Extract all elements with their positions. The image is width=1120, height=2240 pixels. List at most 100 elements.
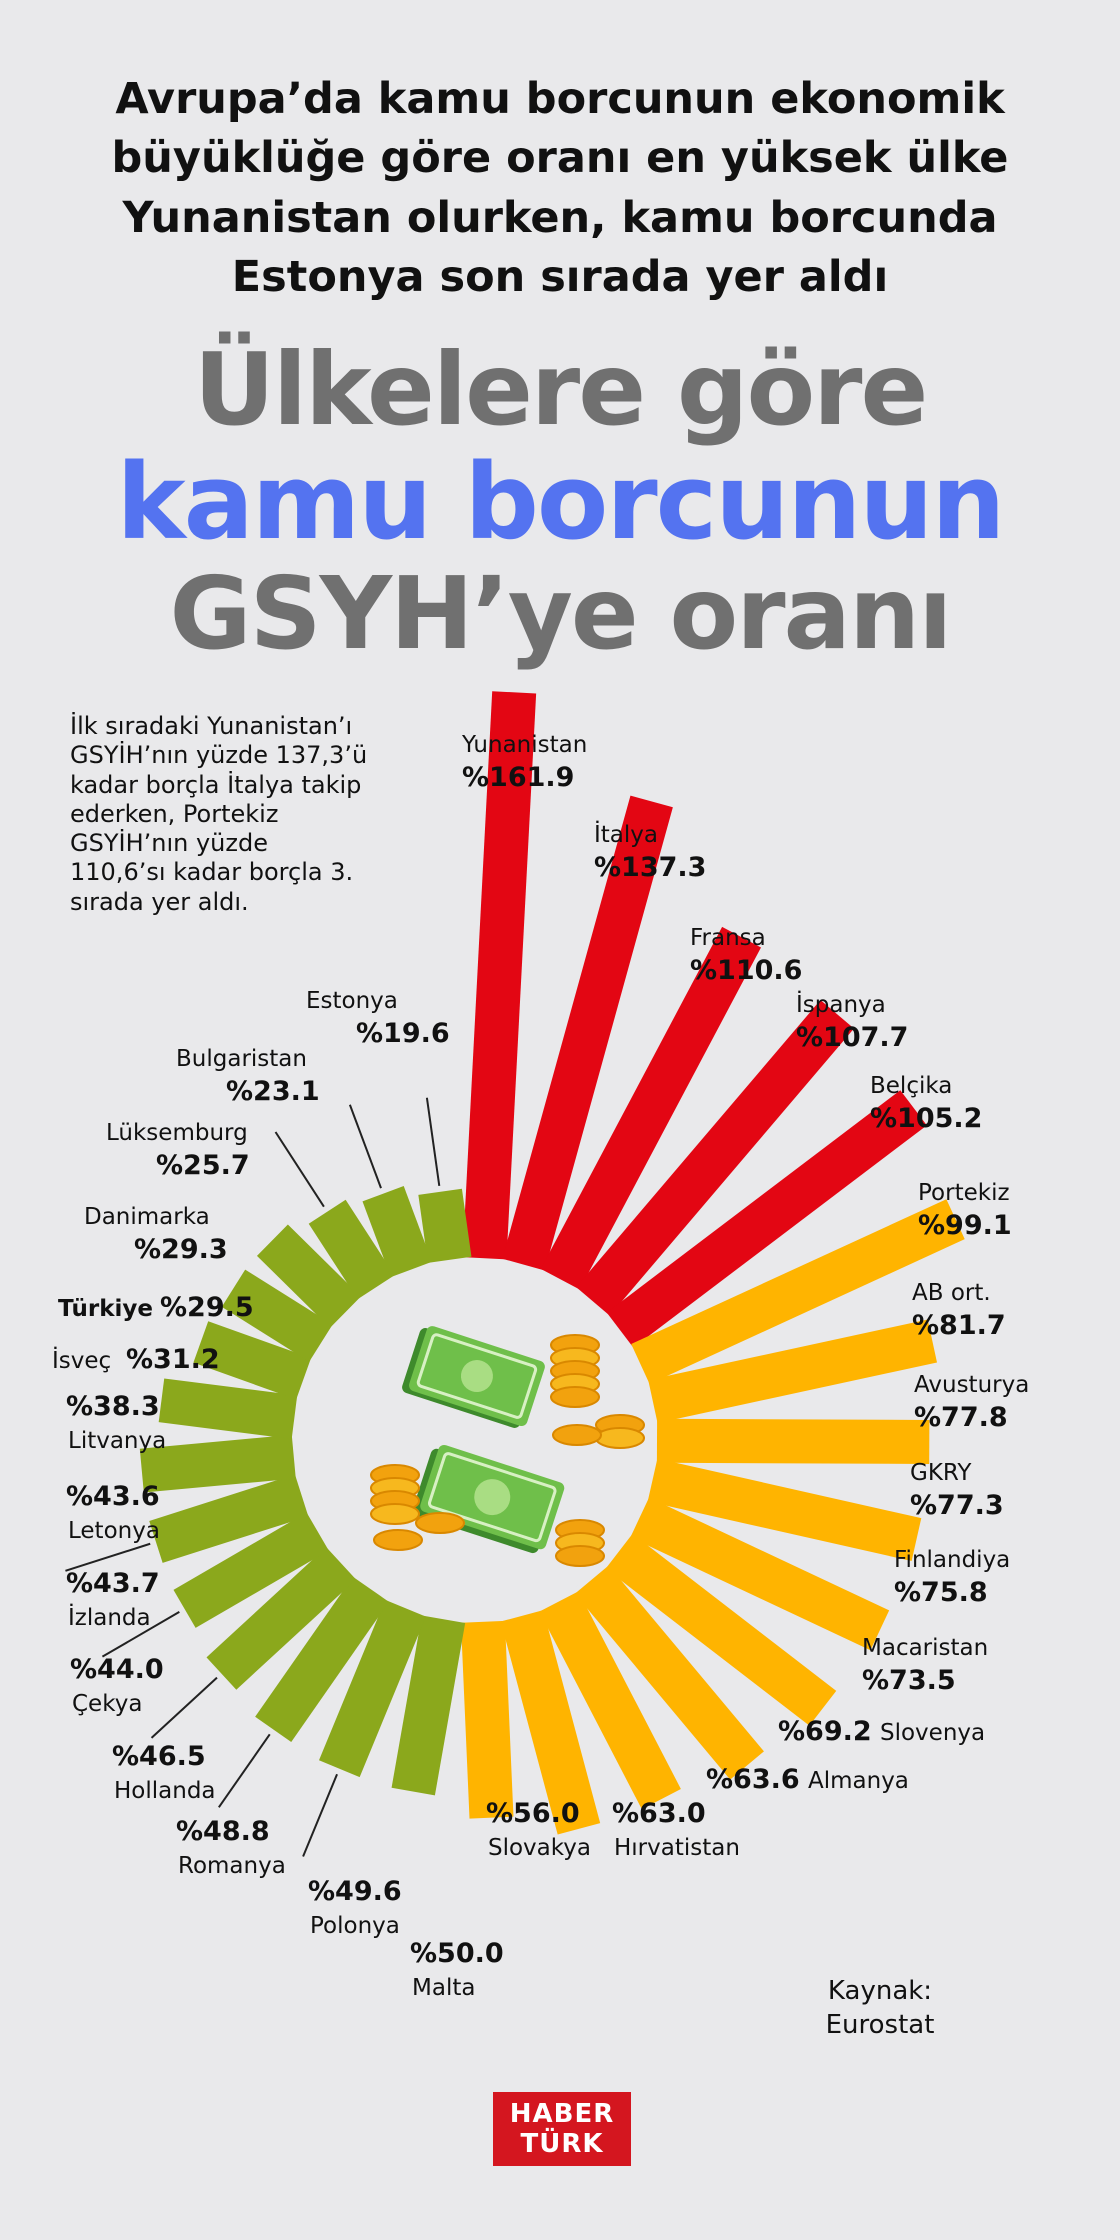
category-label-23: İsveç xyxy=(52,1346,111,1374)
gold-coins-icon xyxy=(370,1334,645,1567)
coin xyxy=(415,1512,465,1534)
bar-14 xyxy=(460,1620,514,1819)
category-label-21: Letonya xyxy=(68,1518,160,1544)
bar-7 xyxy=(656,1418,930,1464)
value-label-25: %29.3 xyxy=(134,1234,228,1265)
category-label-27: Bulgaristan xyxy=(176,1046,307,1072)
category-label-16: Polonya xyxy=(310,1913,400,1939)
source-label: Kaynak: xyxy=(827,1976,933,2006)
value-label-17: %48.8 xyxy=(176,1816,270,1847)
value-label-24: %29.5 xyxy=(160,1292,254,1323)
category-label-5: Portekiz xyxy=(918,1180,1010,1206)
leader-line-17 xyxy=(218,1733,271,1808)
headline: Avrupa’da kamu borcunun ekonomik büyüklü… xyxy=(111,74,1009,302)
bar-21 xyxy=(139,1434,296,1493)
category-label-0: Yunanistan xyxy=(461,732,587,758)
category-label-18: Hollanda xyxy=(114,1778,216,1804)
value-label-6: %81.7 xyxy=(912,1310,1006,1341)
category-label-15: Malta xyxy=(412,1975,475,2001)
bar-25 xyxy=(256,1224,361,1328)
value-label-19: %44.0 xyxy=(70,1654,164,1685)
bar-1 xyxy=(502,795,673,1271)
leader-line-18 xyxy=(150,1676,218,1739)
category-label-8: GKRY xyxy=(910,1460,972,1486)
source-note: Kaynak: Eurostat xyxy=(800,1975,960,2043)
value-label-2: %110.6 xyxy=(690,955,802,986)
category-label-25: Danimarka xyxy=(84,1204,210,1230)
logo-line-1: HABER xyxy=(509,2099,615,2129)
category-label-19: Çekya xyxy=(72,1691,142,1717)
value-label-10: %73.5 xyxy=(862,1665,956,1696)
leader-line-26 xyxy=(274,1131,325,1208)
value-label-26: %25.7 xyxy=(156,1150,250,1181)
category-label-6: AB ort. xyxy=(912,1280,991,1306)
leader-line-16 xyxy=(302,1773,338,1857)
category-label-7: Avusturya xyxy=(914,1372,1029,1398)
value-label-4: %105.2 xyxy=(870,1103,982,1134)
bar-11 xyxy=(574,1565,764,1780)
bar-16 xyxy=(318,1599,426,1778)
coin xyxy=(595,1427,645,1449)
category-label-2: Fransa xyxy=(690,925,766,951)
bar-12 xyxy=(539,1591,681,1810)
title-line-1: Ülkelere göre xyxy=(193,331,929,448)
bar-17 xyxy=(255,1576,389,1742)
category-label-4: Belçika xyxy=(870,1073,952,1099)
bar-4 xyxy=(606,1090,927,1348)
value-label-21: %43.6 xyxy=(66,1481,160,1512)
bar-8 xyxy=(647,1458,922,1562)
bar-10 xyxy=(605,1533,837,1726)
chart-title: Ülkelere göre kamu borcunun GSYH’ye oran… xyxy=(0,335,1120,669)
value-label-27: %23.1 xyxy=(226,1076,320,1107)
category-label-28: Estonya xyxy=(306,988,398,1014)
bar-5 xyxy=(631,1199,965,1385)
bar-26 xyxy=(308,1199,395,1300)
bar-28 xyxy=(418,1188,472,1263)
source-name: Eurostat xyxy=(825,2009,935,2040)
bar-9 xyxy=(630,1497,890,1651)
bar-0 xyxy=(462,691,537,1260)
value-label-23: %31.2 xyxy=(126,1344,220,1375)
coin xyxy=(552,1424,602,1446)
value-label-12: %63.6 xyxy=(706,1764,800,1795)
value-label-20: %43.7 xyxy=(66,1568,160,1599)
value-label-5: %99.1 xyxy=(918,1210,1012,1241)
category-label-11: Slovenya xyxy=(880,1720,985,1746)
category-label-12: Almanya xyxy=(808,1768,909,1794)
value-label-11: %69.2 xyxy=(778,1716,872,1747)
value-label-15: %50.0 xyxy=(410,1938,504,1969)
haberturk-logo: HABER TÜRK xyxy=(493,2092,631,2166)
category-label-26: Lüksemburg xyxy=(106,1120,248,1146)
coin xyxy=(370,1503,420,1525)
bar-23 xyxy=(193,1321,312,1400)
category-label-17: Romanya xyxy=(178,1853,286,1879)
category-label-9: Finlandiya xyxy=(894,1547,1010,1573)
title-line-3: GSYH’ye oranı xyxy=(169,555,953,673)
leader-line-27 xyxy=(348,1104,382,1189)
value-label-13: %63.0 xyxy=(612,1798,706,1829)
value-label-16: %49.6 xyxy=(308,1876,402,1907)
note-text: İlk sıradaki Yunanistan’ı GSYİH’nın yüzd… xyxy=(70,712,368,916)
bar-6 xyxy=(648,1319,938,1423)
value-label-3: %107.7 xyxy=(796,1022,908,1053)
coin xyxy=(555,1545,605,1567)
bar-15 xyxy=(391,1615,466,1796)
bar-2 xyxy=(540,926,761,1290)
leader-line-28 xyxy=(425,1097,441,1187)
category-label-13: Hırvatistan xyxy=(614,1835,740,1861)
category-label-24: Türkiye xyxy=(58,1296,153,1322)
bar-24 xyxy=(221,1269,333,1362)
leader-line-19 xyxy=(101,1611,180,1658)
value-label-18: %46.5 xyxy=(112,1741,206,1772)
bar-22 xyxy=(158,1378,298,1439)
category-label-20: İzlanda xyxy=(68,1603,151,1631)
value-label-28: %19.6 xyxy=(356,1018,450,1049)
value-label-7: %77.8 xyxy=(914,1402,1008,1433)
bar-13 xyxy=(500,1610,601,1835)
value-label-14: %56.0 xyxy=(486,1798,580,1829)
value-label-9: %75.8 xyxy=(894,1577,988,1608)
category-label-3: İspanya xyxy=(796,990,886,1018)
coin xyxy=(373,1529,423,1551)
category-label-22: Litvanya xyxy=(68,1428,166,1454)
